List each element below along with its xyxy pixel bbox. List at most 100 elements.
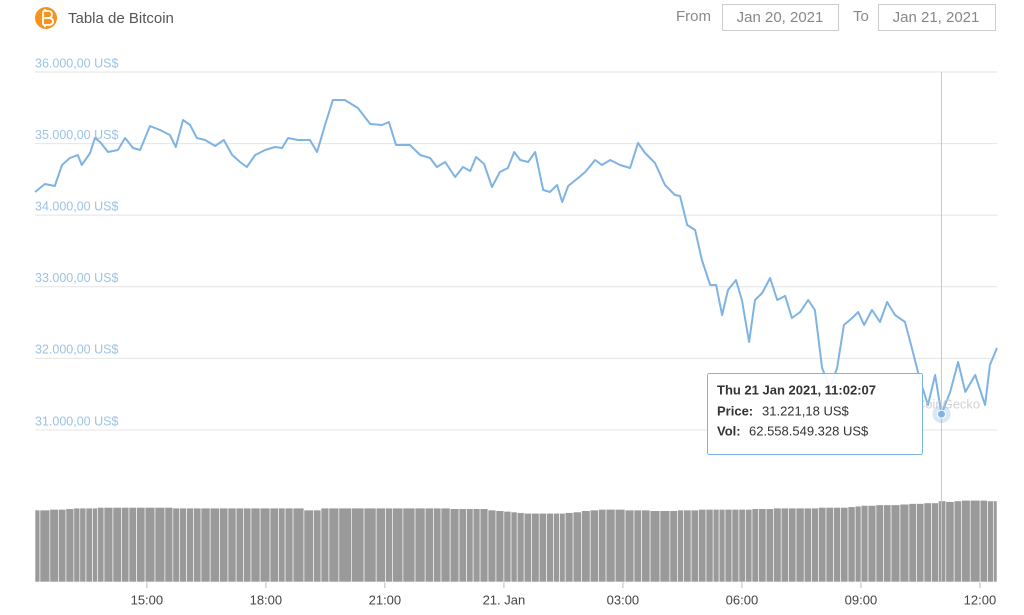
volume-bar <box>605 509 616 583</box>
volume-bar <box>705 509 714 583</box>
volume-bar <box>916 503 925 583</box>
volume-bar <box>724 509 733 583</box>
volume-bar <box>466 508 474 583</box>
from-date[interactable]: Jan 20, 2021 <box>737 9 824 26</box>
volume-bar <box>564 512 574 583</box>
volume-bar <box>164 507 174 583</box>
volume-bar <box>516 512 525 583</box>
volume-bar <box>923 502 932 583</box>
volume-bar <box>745 509 753 583</box>
volume-bar <box>649 510 661 583</box>
volume-bar <box>669 510 678 583</box>
x-tick-label: 15:00 <box>131 592 164 607</box>
to-date[interactable]: Jan 21, 2021 <box>893 9 980 26</box>
volume-bar <box>908 503 917 583</box>
volume-bar <box>73 507 81 583</box>
volume-bar <box>449 508 460 583</box>
volume-bar <box>219 507 229 583</box>
volume-bar <box>987 500 994 583</box>
volume-bar <box>200 507 211 583</box>
y-tick-label: 31.000,00 US$ <box>35 414 118 428</box>
volume-bar <box>860 505 869 583</box>
hover-point <box>936 409 946 419</box>
volume-bar <box>363 507 377 583</box>
volume-bar <box>227 507 237 583</box>
volume-bar <box>780 507 789 583</box>
price-line <box>34 99 998 416</box>
volume-bar <box>890 504 901 583</box>
volume-bar <box>440 507 451 583</box>
x-tick-label: 12:00 <box>964 592 997 607</box>
volume-bar <box>559 512 566 583</box>
y-tick-label: 36.000,00 US$ <box>35 56 118 70</box>
volume-bar <box>92 507 98 583</box>
volume-bar <box>128 507 137 583</box>
volume-bar <box>931 502 939 583</box>
volume-bar <box>712 509 720 583</box>
volume-bar <box>883 504 892 583</box>
volume-bar <box>385 507 393 583</box>
volume-bar <box>875 504 884 583</box>
volume-bar <box>731 509 740 583</box>
volume-bar <box>553 512 560 583</box>
x-tick-label: 21. Jan <box>483 592 526 607</box>
volume-bar <box>284 507 294 583</box>
volume-bar <box>278 507 286 583</box>
volume-bar <box>320 507 330 583</box>
volume-bar <box>39 509 51 583</box>
volume-bar <box>899 503 910 583</box>
x-tick-label: 18:00 <box>250 592 283 607</box>
volume-bar <box>641 509 651 583</box>
x-tick-label: 06:00 <box>726 592 759 607</box>
volume-bar <box>193 507 202 583</box>
y-tick-label: 33.000,00 US$ <box>35 271 118 285</box>
volume-bar <box>718 509 726 583</box>
volume-bar <box>751 508 759 583</box>
to-input[interactable] <box>878 4 996 31</box>
volume-bar <box>659 510 671 583</box>
volume-bar <box>953 500 962 583</box>
from-label: From <box>676 8 711 25</box>
from-input[interactable] <box>722 4 839 31</box>
tooltip-title: Thu 21 Jan 2021, 11:02:07 <box>717 382 876 397</box>
volume-bar <box>765 508 774 583</box>
volume-bar <box>250 507 261 583</box>
volume-bar <box>136 507 146 583</box>
volume-bar <box>259 507 271 583</box>
volume-bar <box>458 508 467 583</box>
volume-bar <box>510 511 518 583</box>
x-tick-label: 03:00 <box>607 592 640 607</box>
volume-bar <box>433 507 442 583</box>
volume-bar <box>854 505 862 583</box>
volume-bar <box>103 507 114 583</box>
tooltip-price: 31.221,18 US$ <box>762 403 850 418</box>
volume-bar <box>961 499 971 583</box>
y-tick-label: 35.000,00 US$ <box>35 128 118 142</box>
volume-bar <box>79 507 87 583</box>
volume-bar <box>487 509 497 583</box>
volume-bar <box>338 507 352 583</box>
chart-title: Tabla de Bitcoin <box>68 10 174 27</box>
volume-bar <box>788 507 797 583</box>
tooltip-vol: 62.558.549.328 US$ <box>749 423 869 438</box>
volume-bar <box>937 500 947 583</box>
volume-bar <box>683 509 692 583</box>
volume-bar <box>538 512 547 583</box>
volume-bar <box>472 508 481 583</box>
volume-bar <box>303 509 314 583</box>
volume-bar <box>328 507 340 583</box>
volume-bar <box>186 507 194 583</box>
volume-bar <box>65 508 75 583</box>
volume-bar <box>589 509 599 583</box>
volume-bar <box>179 507 187 583</box>
y-tick-label: 34.000,00 US$ <box>35 199 118 213</box>
volume-bar <box>49 509 59 583</box>
volume-bar <box>112 507 122 583</box>
volume-bar <box>351 507 365 583</box>
volume-bar <box>833 507 841 583</box>
volume-bar <box>58 509 67 583</box>
volume-bar <box>698 509 707 583</box>
x-tick-label: 09:00 <box>845 592 878 607</box>
volume-bar <box>97 507 105 583</box>
